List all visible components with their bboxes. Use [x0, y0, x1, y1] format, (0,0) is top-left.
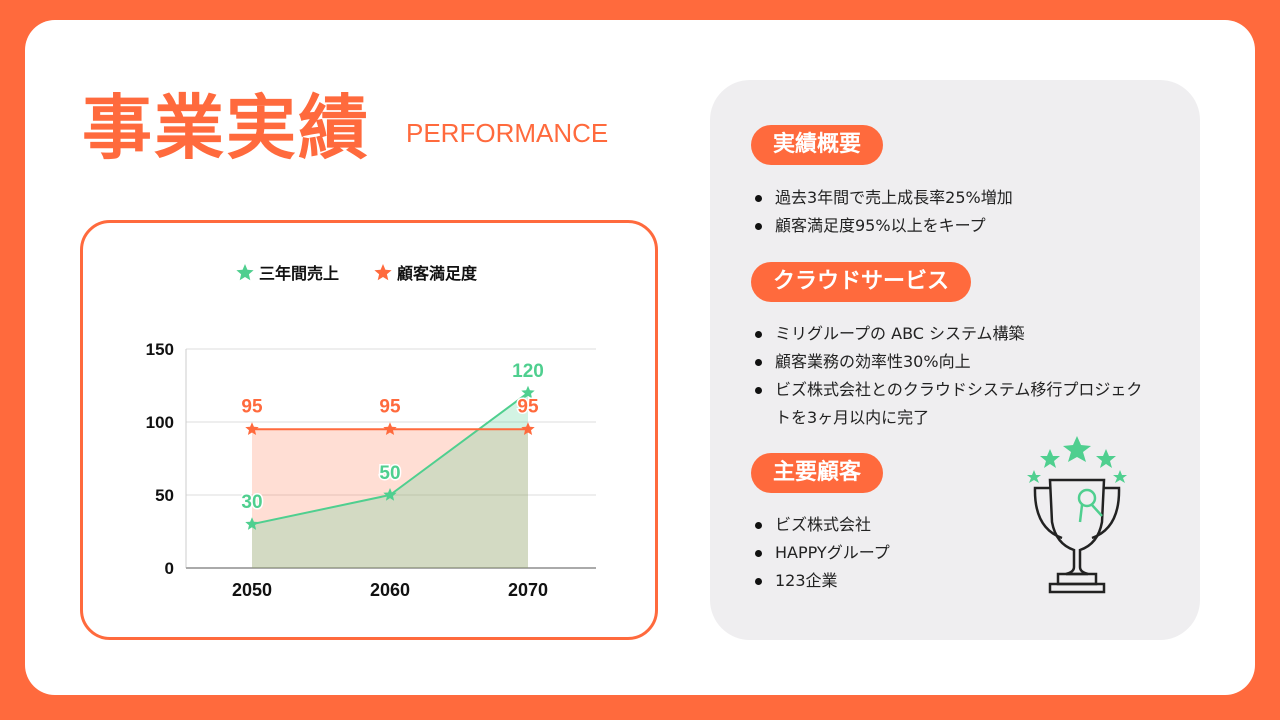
data-label: 95: [241, 396, 263, 417]
section-title-clients: 主要顧客: [751, 453, 884, 493]
data-point-star: [245, 422, 259, 435]
legend-label: 顧客満足度: [397, 264, 478, 283]
summary-list: 過去3年間で売上成長率25%増加 顧客満足度95%以上をキープ: [755, 184, 1145, 240]
list-item: ビズ株式会社とのクラウドシステム移行プロジェクトを3ヶ月以内に完了: [755, 376, 1145, 432]
data-label: 95: [379, 396, 401, 417]
x-tick-label: 2050: [232, 580, 272, 600]
list-item: ミリグループの ABC システム構築: [755, 320, 1145, 348]
list-item: 過去3年間で売上成長率25%増加: [755, 184, 1145, 212]
list-item: HAPPYグループ: [755, 539, 1145, 567]
clients-list: ビズ株式会社 HAPPYグループ 123企業: [755, 511, 1145, 595]
list-item: 顧客満足度95%以上をキープ: [755, 212, 1145, 240]
data-point-star: [383, 488, 397, 501]
data-point-star: [521, 422, 535, 435]
y-tick-label: 100: [146, 413, 174, 432]
section-title-cloud: クラウドサービス: [751, 262, 972, 302]
area-sales: [252, 392, 528, 568]
list-item: 顧客業務の効率性30%向上: [755, 348, 1145, 376]
data-label: 50: [379, 463, 400, 484]
data-label: 120: [512, 361, 544, 382]
x-tick-label: 2070: [508, 580, 548, 600]
cloud-list: ミリグループの ABC システム構築 顧客業務の効率性30%向上 ビズ株式会社と…: [755, 320, 1145, 432]
trophy-with-stars-icon: [1027, 436, 1127, 594]
chart-card: 0 50 100 150 2050 2060 2070 30 50 120 95 95 95 三年間売上 顧…: [80, 220, 658, 640]
page-subtitle: PERFORMANCE: [406, 118, 609, 148]
legend-star-icon: [236, 264, 254, 281]
area-satisfaction: [252, 429, 528, 568]
data-point-star: [383, 422, 397, 435]
y-tick-label: 150: [146, 340, 174, 359]
data-label: 95: [517, 396, 539, 417]
performance-chart: 0 50 100 150 2050 2060 2070 30 50 120 95 95 95 三年間売上 顧…: [146, 264, 596, 600]
data-point-star: [245, 517, 259, 530]
data-label: 30: [241, 492, 262, 513]
legend-label: 三年間売上: [259, 264, 339, 283]
list-item: ビズ株式会社: [755, 511, 1145, 539]
data-point-star: [521, 385, 535, 399]
y-tick-label: 50: [155, 486, 174, 505]
y-tick-label: 0: [165, 559, 174, 578]
x-tick-label: 2060: [370, 580, 410, 600]
legend-star-icon: [374, 264, 392, 281]
section-title-summary: 実績概要: [751, 125, 884, 165]
summary-panel: 実績概要 過去3年間で売上成長率25%増加 顧客満足度95%以上をキープ クラウ…: [710, 80, 1200, 640]
page-title: 事業実績: [82, 87, 370, 169]
list-item: 123企業: [755, 567, 1145, 595]
